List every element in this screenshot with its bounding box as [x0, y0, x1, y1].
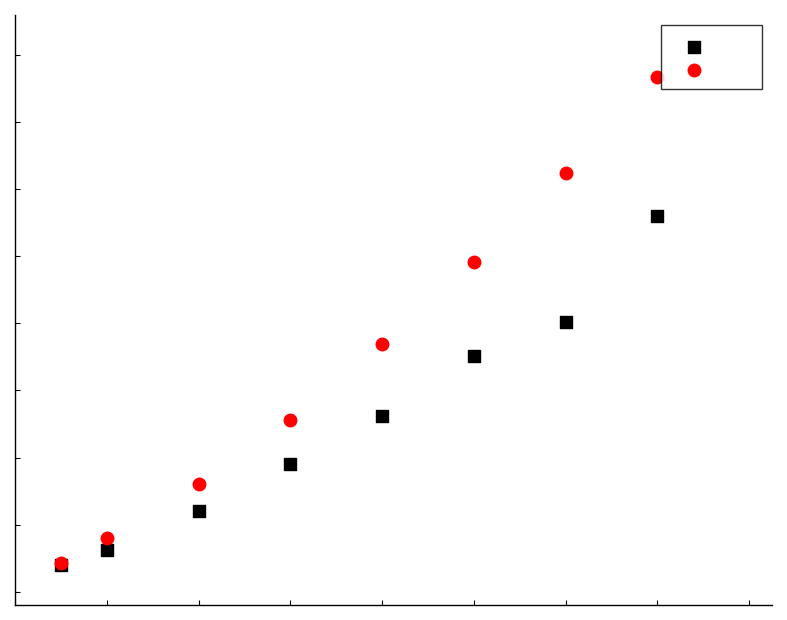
상부반구 — [101, 545, 113, 555]
수직벽면 — [192, 479, 205, 489]
상부반구 — [560, 317, 572, 327]
상부반구 — [467, 351, 480, 361]
수직벽면 — [560, 168, 572, 178]
수직벽면 — [101, 533, 113, 543]
상부반구 — [284, 459, 297, 469]
수직벽면 — [375, 339, 388, 348]
수직벽면 — [54, 558, 67, 568]
상부반구 — [375, 411, 388, 421]
상부반구 — [54, 560, 67, 570]
상부반구 — [651, 211, 663, 221]
Legend: 상부반구, 수직벽면: 상부반구, 수직벽면 — [661, 25, 763, 89]
상부반구 — [192, 506, 205, 516]
수직벽면 — [651, 72, 663, 82]
수직벽면 — [284, 415, 297, 425]
수직벽면 — [467, 257, 480, 267]
